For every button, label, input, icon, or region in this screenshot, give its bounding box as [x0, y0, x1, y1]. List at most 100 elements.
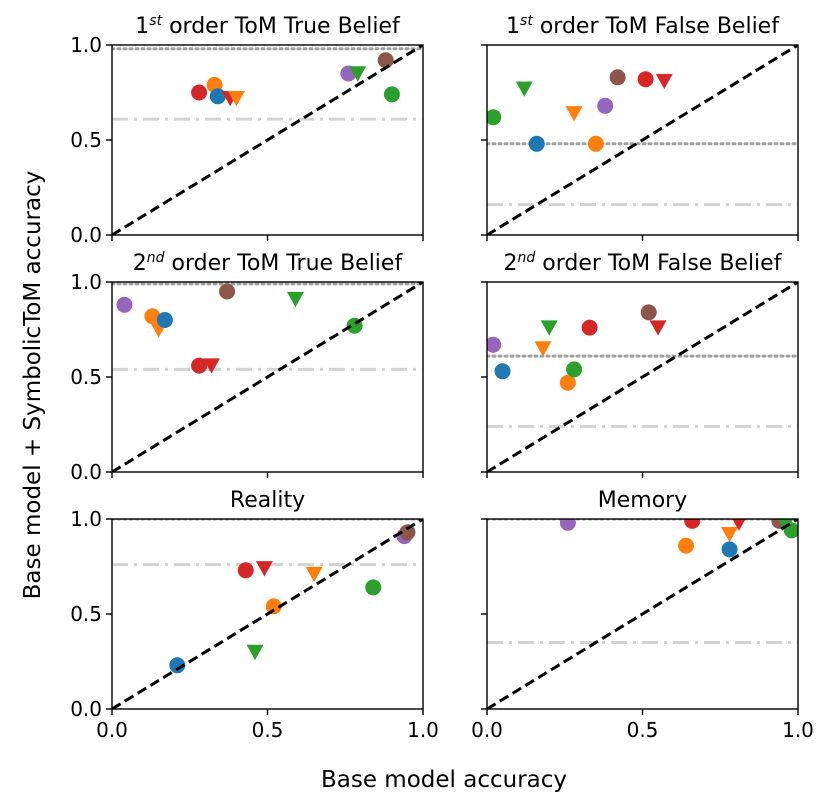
data-point-circle [365, 579, 382, 596]
subplot-1: 1st order ToM True Belief 0.0 0.5 1.0 [70, 13, 424, 247]
data-point-triangle [286, 291, 304, 308]
plot-area [487, 282, 798, 472]
data-point-circle [528, 135, 545, 152]
data-point-circle [191, 357, 208, 374]
y-tick-label: 0.0 [70, 460, 102, 484]
subplot-5: Reality 0.0 0.5 1.0 0.0 0.5 1.0 [70, 488, 439, 742]
data-point-circle [156, 312, 173, 328]
data-point-circle [566, 361, 583, 378]
data-point-triangle [227, 90, 245, 107]
y-axis-label: Base model + SymbolicToM accuracy [20, 171, 46, 600]
plot-area [487, 519, 798, 709]
data-point-circle [559, 519, 576, 531]
data-point-circle [721, 541, 738, 558]
title-ordinal-suffix: st [520, 13, 533, 29]
plot-area [487, 45, 798, 235]
identity-line [487, 282, 798, 472]
y-tick-label: 0.5 [70, 365, 102, 389]
data-point-circle [144, 308, 161, 325]
y-tick-label: 1.0 [70, 507, 102, 531]
subplot-3: 2nd order ToM True Belief 0.0 0.5 1.0 [70, 250, 424, 484]
plot-area [112, 45, 423, 235]
title-ordinal-suffix: nd [518, 250, 536, 266]
data-point-circle [597, 97, 614, 114]
data-point-circle [637, 71, 654, 88]
x-tick-label: 0.5 [627, 718, 659, 742]
y-tick-label: 0.5 [70, 128, 102, 152]
data-point-triangle [246, 644, 264, 661]
title-ordinal-suffix: nd [147, 250, 165, 266]
title-ordinal-number: 2 [133, 251, 147, 276]
subplot-title: Memory [598, 488, 687, 513]
data-point-circle [494, 363, 511, 380]
data-point-triangle [655, 73, 673, 90]
data-point-circle [169, 657, 186, 674]
subplot-title: 1st order ToM False Belief [506, 13, 780, 39]
data-point-circle [237, 562, 254, 579]
x-axis-label: Base model accuracy [321, 767, 567, 793]
identity-line [487, 45, 798, 235]
y-tick-label: 1.0 [70, 33, 102, 57]
title-ordinal-number: 1 [506, 14, 520, 39]
identity-line [112, 282, 423, 472]
title-text: order ToM True Belief [165, 251, 404, 276]
subplot-title: 2nd order ToM True Belief [133, 250, 404, 276]
data-point-triangle [203, 358, 221, 374]
data-point-circle [265, 598, 282, 615]
data-point-triangle [305, 566, 323, 583]
subplot-4: 2nd order ToM False Belief [481, 250, 799, 478]
x-tick-label: 0.0 [471, 718, 503, 742]
title-ordinal-number: 2 [504, 251, 518, 276]
data-point-triangle [732, 519, 746, 531]
x-tick-label: 1.0 [407, 718, 439, 742]
title-ordinal-suffix: st [149, 13, 162, 29]
x-tick-label: 0.0 [96, 718, 128, 742]
data-point-triangle [349, 66, 367, 82]
data-point-triangle [540, 320, 558, 336]
data-point-circle [487, 109, 502, 126]
data-point-circle [640, 304, 657, 321]
identity-line [112, 45, 423, 235]
data-point-circle [678, 537, 695, 554]
title-text: order ToM False Belief [535, 251, 782, 276]
data-point-circle [559, 374, 576, 391]
data-point-circle [116, 296, 133, 313]
data-point-circle [191, 84, 208, 101]
data-point-circle [581, 319, 598, 336]
y-tick-label: 1.0 [70, 270, 102, 294]
x-tick-label: 1.0 [782, 718, 814, 742]
data-point-circle [209, 88, 226, 105]
title-ordinal-number: 1 [135, 14, 149, 39]
data-point-circle [587, 135, 604, 152]
subplot-title: 1st order ToM True Belief [135, 13, 401, 39]
data-point-triangle [515, 81, 533, 97]
identity-line [112, 519, 423, 709]
plot-area [112, 282, 423, 472]
data-point-triangle [565, 106, 583, 122]
data-point-circle [383, 86, 400, 103]
subplot-title: Reality [230, 488, 305, 513]
subplot-title: 2nd order ToM False Belief [504, 250, 783, 276]
y-tick-label: 0.5 [70, 602, 102, 626]
data-point-circle [609, 69, 626, 86]
data-point-circle [219, 283, 236, 300]
subplot-6: Memory 0.0 0.5 1.0 [471, 488, 814, 742]
data-point-circle [487, 336, 502, 353]
data-point-triangle [649, 320, 667, 336]
title-text: order ToM False Belief [533, 14, 780, 39]
data-point-circle [399, 524, 416, 541]
data-point-triangle [721, 526, 739, 543]
data-point-triangle [534, 341, 552, 357]
data-point-circle [684, 519, 701, 529]
y-tick-label: 0.0 [70, 223, 102, 247]
plot-area [112, 519, 423, 709]
subplot-2: 1st order ToM False Belief [481, 13, 799, 241]
data-point-circle [377, 52, 394, 69]
title-text: order ToM True Belief [162, 14, 401, 39]
data-point-triangle [255, 561, 273, 577]
y-tick-label: 0.0 [70, 697, 102, 721]
x-tick-label: 0.5 [252, 718, 284, 742]
identity-line [487, 519, 798, 709]
